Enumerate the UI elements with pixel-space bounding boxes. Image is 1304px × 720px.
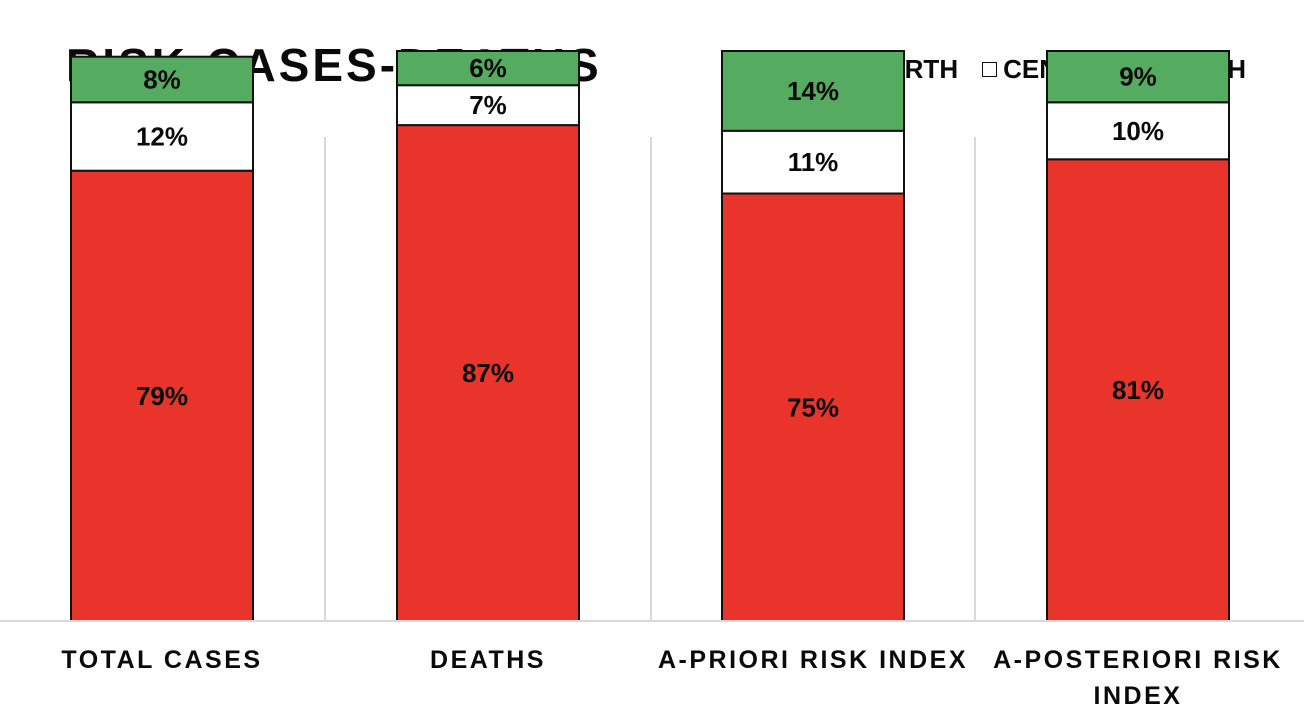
bar-segment-south [396, 50, 580, 87]
bar-segment-north [70, 169, 254, 622]
bar-segment-north [1046, 158, 1230, 623]
bar-segment-south [70, 55, 254, 104]
data-label: 75% [787, 392, 839, 422]
data-label: 79% [136, 381, 188, 411]
data-label: 9% [1119, 62, 1157, 92]
legend-swatch [982, 62, 998, 77]
data-label: 87% [462, 358, 514, 388]
data-label: 14% [787, 76, 839, 106]
data-label: 7% [469, 90, 507, 120]
bar-segment-center [721, 129, 905, 195]
data-label: 11% [788, 147, 839, 177]
bar-segment-north [721, 192, 905, 622]
data-label: 6% [469, 53, 507, 83]
category-label: DEATHS [430, 646, 546, 674]
bar-segment-center [70, 101, 254, 172]
bar-segment-south [721, 50, 905, 132]
category-label: A-PRIORI RISK INDEX [658, 646, 968, 674]
data-label: 81% [1112, 375, 1164, 405]
category-label: INDEX [1094, 682, 1183, 710]
category-label: A-POSTERIORI RISK [993, 646, 1283, 674]
bar-segment-south [1046, 50, 1230, 104]
data-label: 8% [143, 65, 181, 95]
bar-segment-north [396, 124, 580, 622]
data-label: 12% [136, 122, 188, 152]
data-label: 10% [1112, 116, 1164, 146]
category-label: TOTAL CASES [61, 646, 262, 674]
